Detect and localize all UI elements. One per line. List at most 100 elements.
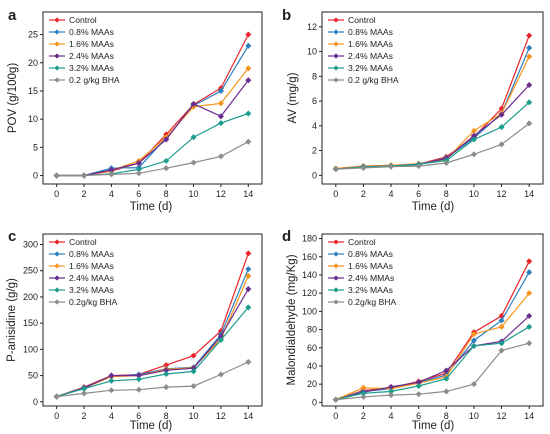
x-tick-label: 14 <box>524 411 534 421</box>
y-tick-label: 50 <box>28 371 38 381</box>
series-line <box>335 122 530 170</box>
plot-area-c: 0 2 4 6 8 10 12 14 0 50 100 150 200 250 300 Control 0.8%… <box>23 233 263 421</box>
legend-swatch-marker <box>333 299 339 305</box>
x-tick-label: 8 <box>444 411 449 421</box>
panel-d: d Malondialdehyde (mg/Kg) Time (d) 0 2 4 6 8… <box>282 228 544 432</box>
data-point <box>443 388 450 395</box>
x-tick-label: 6 <box>136 189 141 199</box>
x-tick-label: 10 <box>469 189 479 199</box>
y-tick-label: 12 <box>307 22 317 32</box>
data-point <box>217 100 224 107</box>
legend-swatch-marker <box>333 17 339 23</box>
y-tick-label: 150 <box>23 318 38 328</box>
legend-swatch-marker <box>333 287 339 293</box>
series-line <box>335 326 530 401</box>
data-point <box>245 304 252 311</box>
legend-label: 0.2 g/kg BHA <box>69 75 120 85</box>
x-tick-label: 0 <box>54 189 59 199</box>
legend-swatch-marker <box>333 65 339 71</box>
y-tick-label: 100 <box>23 344 38 354</box>
data-point <box>526 340 533 347</box>
panel-b-ylabel: AV (mg/g) <box>287 72 299 123</box>
data-point <box>245 65 252 72</box>
legend-label: 0.2g/kg BHA <box>348 297 397 307</box>
data-point <box>526 258 533 265</box>
data-point <box>163 370 170 378</box>
data-point <box>498 141 505 148</box>
panel-a-ylabel: POV (g/100g) <box>7 63 19 133</box>
x-tick-label: 12 <box>216 411 226 421</box>
legend-swatch-marker <box>333 53 339 59</box>
data-point <box>163 157 170 164</box>
panel-b: b AV (mg/g) Time (d) 0 2 4 6 8 10 12 14 0 2 4 6 8 10 1… <box>282 7 544 213</box>
legend-swatch-marker <box>54 251 60 257</box>
legend-swatch-marker <box>54 275 60 281</box>
y-tick-label: 160 <box>302 252 317 262</box>
data-point <box>163 384 170 391</box>
y-tick-label: 0 <box>33 171 38 181</box>
legend-label: 2.4% MMAs <box>348 273 394 283</box>
data-point <box>498 347 505 354</box>
data-point <box>190 352 197 359</box>
data-point <box>526 312 533 319</box>
y-tick-label: 250 <box>23 266 38 276</box>
data-point <box>217 336 224 343</box>
data-point <box>498 317 505 324</box>
data-point <box>470 136 477 143</box>
data-point <box>443 159 450 166</box>
panel-c: c P-anisidine (g/g) Time (d) 0 2 4 6 8 10 12 14… <box>6 228 263 432</box>
x-tick-label: 8 <box>164 411 169 421</box>
data-point <box>360 164 367 171</box>
x-tick-label: 4 <box>109 189 114 199</box>
data-point <box>217 153 224 160</box>
legend-a: Control 0.8% MAAs 1.6% MAAs 2.4% MAAs 3.2% M… <box>49 15 120 85</box>
x-tick-label: 14 <box>243 189 253 199</box>
data-point <box>526 32 533 39</box>
legend-label: Control <box>69 237 97 247</box>
series-5 <box>53 358 252 400</box>
series-5 <box>53 138 252 179</box>
x-tick-label: 10 <box>189 411 199 421</box>
data-point <box>470 342 477 349</box>
data-point <box>388 392 395 399</box>
x-tick-label: 4 <box>109 411 114 421</box>
data-point <box>245 250 252 257</box>
y-tick-label: 0 <box>312 170 317 180</box>
plot-frame <box>321 233 544 407</box>
data-point <box>245 138 252 145</box>
x-tick-label: 10 <box>469 411 479 421</box>
series-5 <box>332 340 533 403</box>
x-tick-label: 4 <box>389 411 394 421</box>
legend-label: 3.2% MAAs <box>348 63 393 73</box>
y-tick-label: 20 <box>28 58 38 68</box>
y-tick-label: 6 <box>312 96 317 106</box>
legend-label: 0.8% MAAs <box>348 249 393 259</box>
y-tick-label: 120 <box>302 288 317 298</box>
legend-label: 1.6% MAAs <box>69 261 114 271</box>
data-point <box>190 159 197 166</box>
data-point <box>498 111 505 118</box>
data-point <box>217 120 224 127</box>
data-point <box>526 269 533 276</box>
data-point <box>190 368 197 375</box>
legend-swatch-marker <box>333 251 339 257</box>
series-line <box>56 361 249 398</box>
y-tick-label: 0 <box>33 397 38 407</box>
data-point <box>108 171 115 178</box>
x-tick-label: 6 <box>416 411 421 421</box>
data-point <box>526 81 533 89</box>
data-point <box>135 160 142 167</box>
plot-frame <box>321 11 544 185</box>
x-tick-label: 0 <box>333 189 338 199</box>
panel-c-xlabel: Time (d) <box>130 420 173 432</box>
legend-label: 3.2% MAAs <box>69 63 114 73</box>
y-tick-label: 5 <box>33 142 38 152</box>
y-tick-label: 0 <box>312 397 317 407</box>
series-5 <box>332 120 533 173</box>
data-point <box>53 393 60 400</box>
x-tick-label: 14 <box>243 411 253 421</box>
y-tick-label: 80 <box>307 325 317 335</box>
y-tick-label: 100 <box>302 306 317 316</box>
series-4 <box>53 110 252 179</box>
data-point <box>135 386 142 393</box>
